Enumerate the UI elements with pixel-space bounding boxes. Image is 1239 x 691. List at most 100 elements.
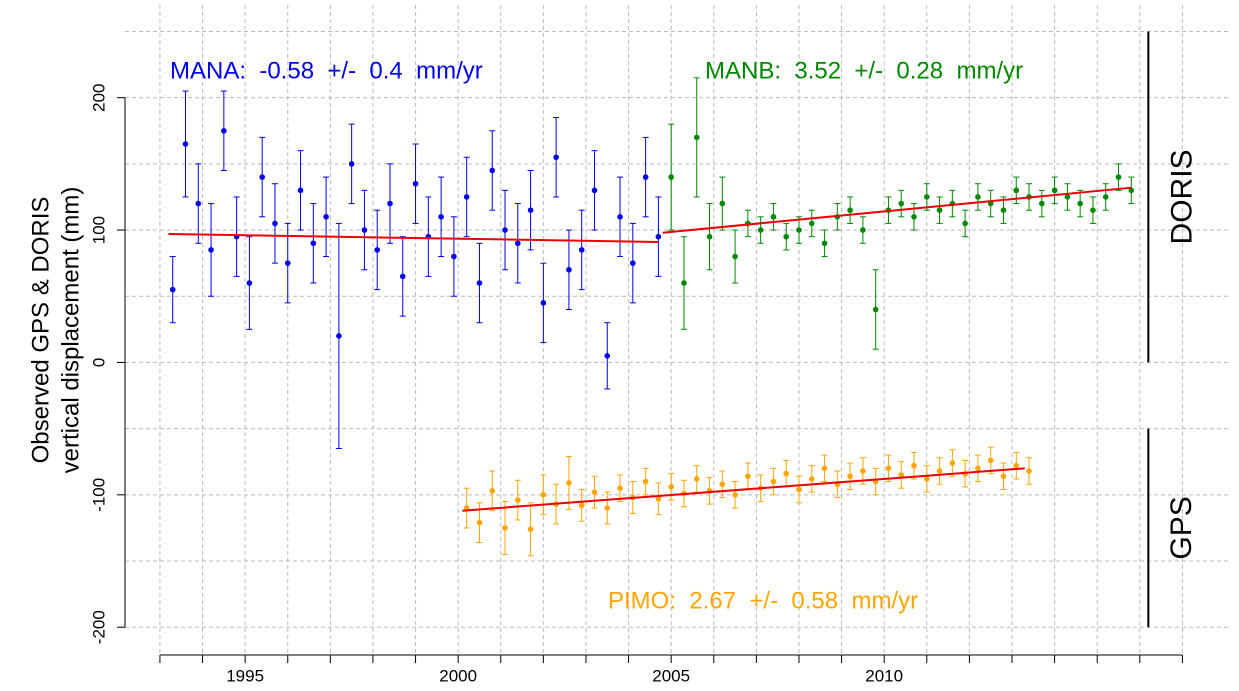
point	[655, 233, 662, 240]
point	[898, 200, 905, 207]
point	[1039, 200, 1045, 207]
point	[936, 468, 943, 474]
point	[847, 207, 853, 213]
point	[297, 187, 304, 194]
point	[821, 240, 828, 247]
y-tick-label: 100	[89, 216, 108, 244]
point	[719, 481, 726, 488]
point	[169, 286, 176, 293]
point	[527, 207, 534, 213]
point	[757, 227, 764, 233]
point	[578, 502, 585, 509]
y-tick-label: 200	[89, 83, 108, 111]
point	[898, 472, 905, 478]
trend-line	[662, 186, 1132, 234]
point	[310, 240, 317, 247]
trend-line	[462, 467, 1025, 512]
y-tick-label: 0	[89, 358, 108, 367]
point	[732, 253, 738, 260]
point	[1115, 174, 1122, 180]
point	[847, 473, 853, 480]
point	[681, 280, 687, 286]
point	[374, 247, 381, 253]
point	[246, 280, 253, 286]
point	[591, 187, 598, 194]
group-label: GPS	[1165, 496, 1198, 559]
point	[885, 465, 892, 472]
point	[515, 497, 521, 503]
point	[732, 492, 738, 498]
point	[1090, 207, 1096, 213]
point	[566, 266, 572, 273]
point	[399, 273, 406, 280]
point	[1102, 194, 1109, 200]
point	[987, 457, 994, 464]
point	[1077, 200, 1083, 207]
point	[936, 207, 943, 213]
point	[655, 495, 662, 502]
point	[1051, 187, 1058, 194]
point	[783, 233, 790, 240]
point	[284, 260, 291, 266]
point	[272, 220, 278, 227]
point	[540, 300, 547, 306]
point	[668, 484, 674, 490]
point	[911, 462, 917, 469]
point	[502, 525, 508, 531]
point	[336, 333, 342, 339]
point	[476, 519, 483, 526]
point	[1000, 473, 1007, 480]
y-tick-label: -100	[89, 478, 108, 512]
point	[719, 200, 726, 207]
point	[578, 247, 585, 253]
point	[1000, 207, 1007, 213]
point	[706, 233, 713, 240]
x-tick-label: 2000	[439, 666, 477, 685]
point	[451, 253, 457, 260]
point	[591, 489, 598, 495]
point	[642, 174, 649, 180]
point	[515, 240, 521, 247]
y-tick-label: -200	[89, 610, 108, 644]
x-tick-label: 1995	[226, 666, 264, 685]
point	[412, 180, 419, 187]
point	[361, 227, 368, 233]
x-tick-label: 2010	[865, 666, 903, 685]
point	[796, 486, 802, 493]
point	[770, 478, 777, 485]
point	[923, 476, 930, 482]
trend-line	[168, 233, 659, 243]
point	[770, 214, 777, 220]
point	[962, 220, 968, 227]
point	[502, 227, 508, 233]
point	[489, 488, 496, 494]
point	[808, 476, 815, 482]
point	[259, 174, 265, 180]
point	[693, 476, 700, 482]
point	[1128, 187, 1135, 194]
point	[923, 194, 930, 200]
point	[323, 214, 329, 220]
point	[911, 214, 917, 220]
point	[1013, 462, 1020, 469]
group-label: DORIS	[1165, 149, 1198, 244]
point	[1064, 194, 1071, 200]
point	[808, 220, 815, 227]
point	[668, 174, 674, 180]
point	[821, 465, 828, 472]
point	[860, 227, 866, 233]
point	[221, 127, 227, 134]
point	[195, 200, 202, 207]
series-annotation: MANA: -0.58 +/- 0.4 mm/yr	[170, 57, 483, 84]
point	[617, 485, 623, 491]
point	[604, 353, 611, 359]
point	[527, 526, 534, 533]
point	[540, 492, 547, 498]
point	[604, 505, 611, 511]
point	[1026, 468, 1032, 474]
point	[553, 154, 559, 161]
point	[387, 200, 393, 207]
point	[949, 460, 956, 466]
point	[617, 214, 623, 220]
